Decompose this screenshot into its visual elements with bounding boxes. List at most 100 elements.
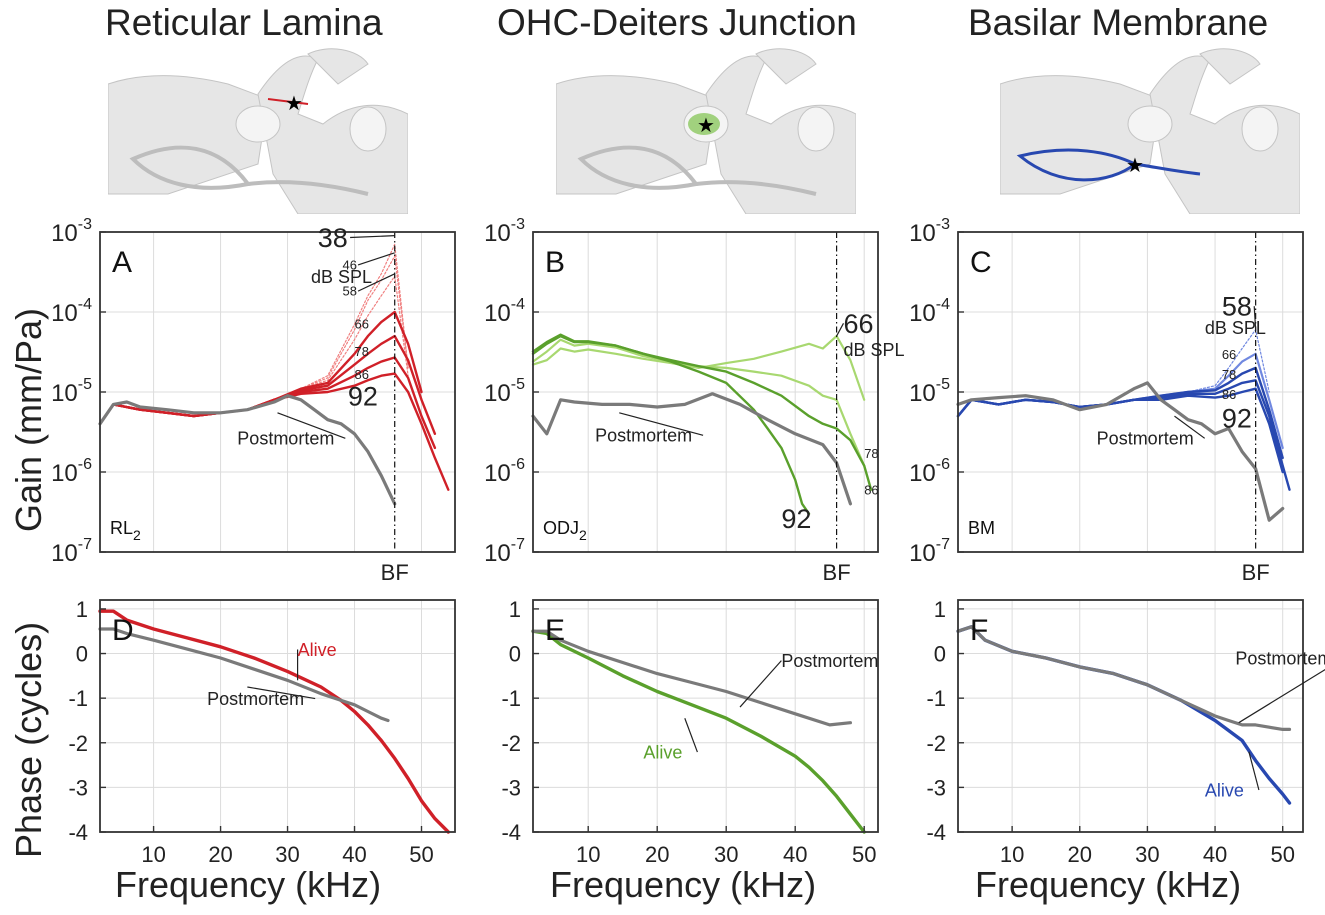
- y-tick-label: 10-4: [484, 296, 525, 327]
- annotation-label: 86: [355, 367, 369, 382]
- series-curve-78: [98, 334, 437, 435]
- y-tick-exponent: -6: [78, 456, 92, 473]
- y-tick-label: 10-3: [51, 216, 92, 247]
- x-axis-label-a: Frequency (kHz): [115, 864, 382, 905]
- y-tick-exponent: -3: [511, 216, 525, 233]
- y-tick-exponent: -7: [511, 536, 525, 553]
- annotation-leader-line: [619, 412, 704, 436]
- annotation-label: 92: [781, 504, 811, 534]
- y-tick-base: 10: [909, 540, 936, 567]
- y-tick-base: 10: [909, 300, 936, 327]
- postmortem-curve: [956, 625, 1292, 732]
- y-tick-label: 10-6: [909, 456, 950, 487]
- annotation-leader-line: [277, 412, 346, 439]
- y-tick-exponent: -5: [936, 376, 950, 393]
- y-tick-exponent: -7: [936, 536, 950, 553]
- location-name: ODJ: [543, 518, 579, 538]
- annotation-label: 78: [1222, 367, 1236, 382]
- series-curve-alive: [531, 629, 866, 834]
- annotation-leader-line: [357, 273, 395, 292]
- y-tick-label: 10-5: [909, 376, 950, 407]
- postmortem-curve: [98, 627, 390, 723]
- y-tick-exponent: -7: [78, 536, 92, 553]
- y-tick-base: 10: [909, 460, 936, 487]
- x-axis-label-c: Frequency (kHz): [975, 864, 1242, 905]
- postmortem-curve: [956, 381, 1285, 522]
- y-tick-base: 10: [484, 540, 511, 567]
- series-curve-86: [531, 334, 873, 491]
- y-tick-base: 10: [484, 380, 511, 407]
- y-tick-label: -3: [501, 775, 521, 800]
- annotation-label: dB SPL: [311, 267, 372, 287]
- x-tick-label: 10: [1000, 842, 1024, 867]
- x-tick-label: 20: [645, 842, 669, 867]
- y-tick-exponent: -3: [936, 216, 950, 233]
- annotation-label: Postmortem: [207, 689, 304, 709]
- y-tick-label: 1: [76, 597, 88, 622]
- location-subscript: 2: [579, 527, 587, 543]
- cochlea-cross-section: [108, 48, 408, 214]
- y-tick-label: -2: [68, 731, 88, 756]
- y-tick-exponent: -6: [511, 456, 525, 473]
- organ-of-corti-diagram-odj: ★: [556, 48, 856, 214]
- annotation-label: 86: [864, 483, 878, 498]
- y-tick-label: -3: [68, 775, 88, 800]
- location-name: RL: [110, 518, 133, 538]
- annotation-leader-line: [1174, 415, 1206, 439]
- annotation-label: dB SPL: [1205, 318, 1266, 338]
- panel-letter-e: E: [545, 614, 565, 647]
- panel-letter-a: A: [112, 246, 132, 279]
- annotation-label: Postmortem: [1097, 429, 1194, 449]
- annotation-leader-line: [836, 323, 845, 337]
- x-tick-label: 50: [852, 842, 876, 867]
- column-title-basilar-membrane: Basilar Membrane: [968, 2, 1269, 43]
- annotation-leader-line: [684, 718, 698, 753]
- y-tick-label: 0: [509, 642, 521, 667]
- y-tick-exponent: -4: [936, 296, 950, 313]
- x-tick-label: 20: [1068, 842, 1092, 867]
- y-tick-label: 10-4: [909, 296, 950, 327]
- y-tick-exponent: -4: [511, 296, 525, 313]
- postmortem-curve: [531, 629, 853, 727]
- axes-frame: [99, 599, 456, 833]
- y-tick-label: 10-5: [51, 376, 92, 407]
- y-tick-label: 0: [76, 642, 88, 667]
- annotation-label: 66: [844, 309, 874, 339]
- annotation-label: Alive: [298, 640, 337, 660]
- y-tick-base: 10: [51, 380, 78, 407]
- annotation-leader-line: [1248, 751, 1260, 791]
- annotation-label: 58: [342, 284, 356, 299]
- y-tick-label: -4: [501, 820, 521, 845]
- y-tick-label: -1: [926, 686, 946, 711]
- y-tick-base: 10: [909, 380, 936, 407]
- annotation-leader-line: [739, 660, 782, 708]
- location-label: BM: [968, 518, 995, 538]
- y-tick-base: 10: [51, 300, 78, 327]
- annotation-label: dB SPL: [844, 340, 905, 360]
- x-tick-label: 40: [783, 842, 807, 867]
- basilar-membrane-tail: [695, 180, 817, 196]
- y-tick-label: 10-4: [51, 296, 92, 327]
- y-tick-exponent: -5: [511, 376, 525, 393]
- annotation-label: Postmortem: [595, 426, 692, 446]
- x-axis-label-b: Frequency (kHz): [550, 864, 817, 905]
- y-tick-label: 1: [934, 597, 946, 622]
- x-tick-label: 40: [342, 842, 366, 867]
- organ-of-corti-diagram-bm: ★: [1000, 48, 1300, 214]
- postmortem-curve: [531, 392, 853, 506]
- basilar-membrane-tail-highlight: [1134, 162, 1201, 176]
- y-tick-label: -3: [926, 775, 946, 800]
- annotation-label: 78: [355, 344, 369, 359]
- location-label: ODJ2: [543, 518, 587, 543]
- annotation-label: 38: [318, 223, 348, 253]
- organ-of-corti-diagram-rl: ★: [108, 48, 408, 214]
- x-tick-label: 40: [1203, 842, 1227, 867]
- y-tick-base: 10: [51, 460, 78, 487]
- measurement-star-icon: ★: [285, 93, 303, 115]
- axes-frame: [957, 599, 1304, 833]
- annotation-label: 66: [355, 317, 369, 332]
